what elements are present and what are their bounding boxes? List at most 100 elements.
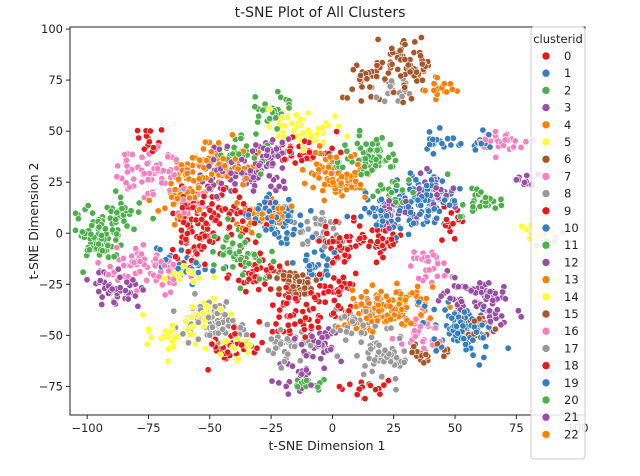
scatter-point <box>250 187 258 195</box>
scatter-point <box>278 164 286 172</box>
scatter-point <box>347 153 355 161</box>
scatter-point <box>518 222 526 230</box>
scatter-point <box>296 211 304 219</box>
scatter-point <box>203 302 211 310</box>
scatter-point <box>388 60 396 68</box>
scatter-point <box>412 68 420 76</box>
scatter-point <box>183 169 191 177</box>
scatter-point <box>184 248 192 256</box>
scatter-point <box>362 307 370 315</box>
scatter-point <box>366 381 374 389</box>
scatter-point <box>320 364 328 372</box>
scatter-point <box>251 219 259 227</box>
scatter-point <box>222 298 230 306</box>
scatter-point <box>265 123 273 131</box>
scatter-point <box>372 93 380 101</box>
scatter-point <box>398 320 406 328</box>
scatter-point <box>230 323 238 331</box>
scatter-point <box>299 271 307 279</box>
scatter-point <box>434 260 442 268</box>
scatter-point <box>480 353 488 361</box>
scatter-point <box>158 179 166 187</box>
scatter-point <box>432 347 440 355</box>
scatter-point <box>317 355 325 363</box>
scatter-point <box>392 198 400 206</box>
scatter-point <box>261 198 269 206</box>
scatter-point <box>211 303 219 311</box>
scatter-point <box>385 197 393 205</box>
y-tick-label: 0 <box>56 226 63 240</box>
scatter-point <box>274 152 282 160</box>
scatter-point <box>252 238 260 246</box>
scatter-point <box>343 213 351 221</box>
scatter-point <box>196 156 204 164</box>
scatter-point <box>283 113 291 121</box>
scatter-point <box>280 357 288 365</box>
scatter-point <box>127 207 135 215</box>
scatter-point <box>226 248 234 256</box>
scatter-point <box>243 142 251 150</box>
scatter-point <box>297 221 305 229</box>
scatter-point <box>189 203 197 211</box>
scatter-point <box>272 320 280 328</box>
scatter-point <box>182 235 190 243</box>
scatter-point <box>171 221 179 229</box>
scatter-point <box>388 44 396 52</box>
scatter-point <box>394 65 402 73</box>
scatter-point <box>342 186 350 194</box>
scatter-point <box>282 382 290 390</box>
legend-marker <box>541 344 551 353</box>
scatter-point <box>310 293 318 301</box>
scatter-point <box>251 103 259 111</box>
scatter-point <box>332 153 340 161</box>
scatter-point <box>179 196 187 204</box>
scatter-point <box>276 262 284 270</box>
scatter-point <box>368 166 376 174</box>
legend-label: 10 <box>564 221 579 235</box>
scatter-point <box>200 192 208 200</box>
scatter-point <box>121 151 129 159</box>
scatter-point <box>498 312 506 320</box>
scatter-point <box>333 128 341 136</box>
scatter-point <box>301 284 309 292</box>
scatter-point <box>373 294 381 302</box>
scatter-point <box>204 366 212 374</box>
scatter-point <box>433 74 441 82</box>
scatter-point <box>217 179 225 187</box>
scatter-point <box>357 171 365 179</box>
scatter-point <box>424 257 432 265</box>
scatter-point <box>486 143 494 151</box>
scatter-point <box>307 381 315 389</box>
scatter-point <box>114 265 122 273</box>
scatter-point <box>385 224 393 232</box>
scatter-point <box>286 312 294 320</box>
scatter-point <box>396 225 404 233</box>
scatter-point <box>361 155 369 163</box>
scatter-point <box>149 190 157 198</box>
scatter-point <box>74 215 82 223</box>
scatter-point <box>442 88 450 96</box>
scatter-point <box>461 283 469 291</box>
scatter-point <box>420 359 428 367</box>
scatter-point <box>112 187 120 195</box>
scatter-point <box>387 315 395 323</box>
scatter-point <box>469 203 477 211</box>
scatter-point <box>117 193 125 201</box>
scatter-point <box>398 186 406 194</box>
scatter-point <box>275 285 283 293</box>
scatter-point <box>302 366 310 374</box>
scatter-point <box>426 314 434 322</box>
scatter-point <box>497 195 505 203</box>
legend-marker <box>541 378 551 388</box>
scatter-point <box>234 355 242 363</box>
scatter-point <box>342 336 350 344</box>
scatter-point <box>362 288 370 296</box>
scatter-point <box>324 271 332 279</box>
scatter-point <box>254 205 262 213</box>
scatter-point <box>396 334 404 342</box>
legend-marker <box>541 189 551 198</box>
scatter-point <box>379 217 387 225</box>
scatter-point <box>94 259 102 267</box>
scatter-point <box>372 221 380 229</box>
scatter-point <box>221 311 229 319</box>
